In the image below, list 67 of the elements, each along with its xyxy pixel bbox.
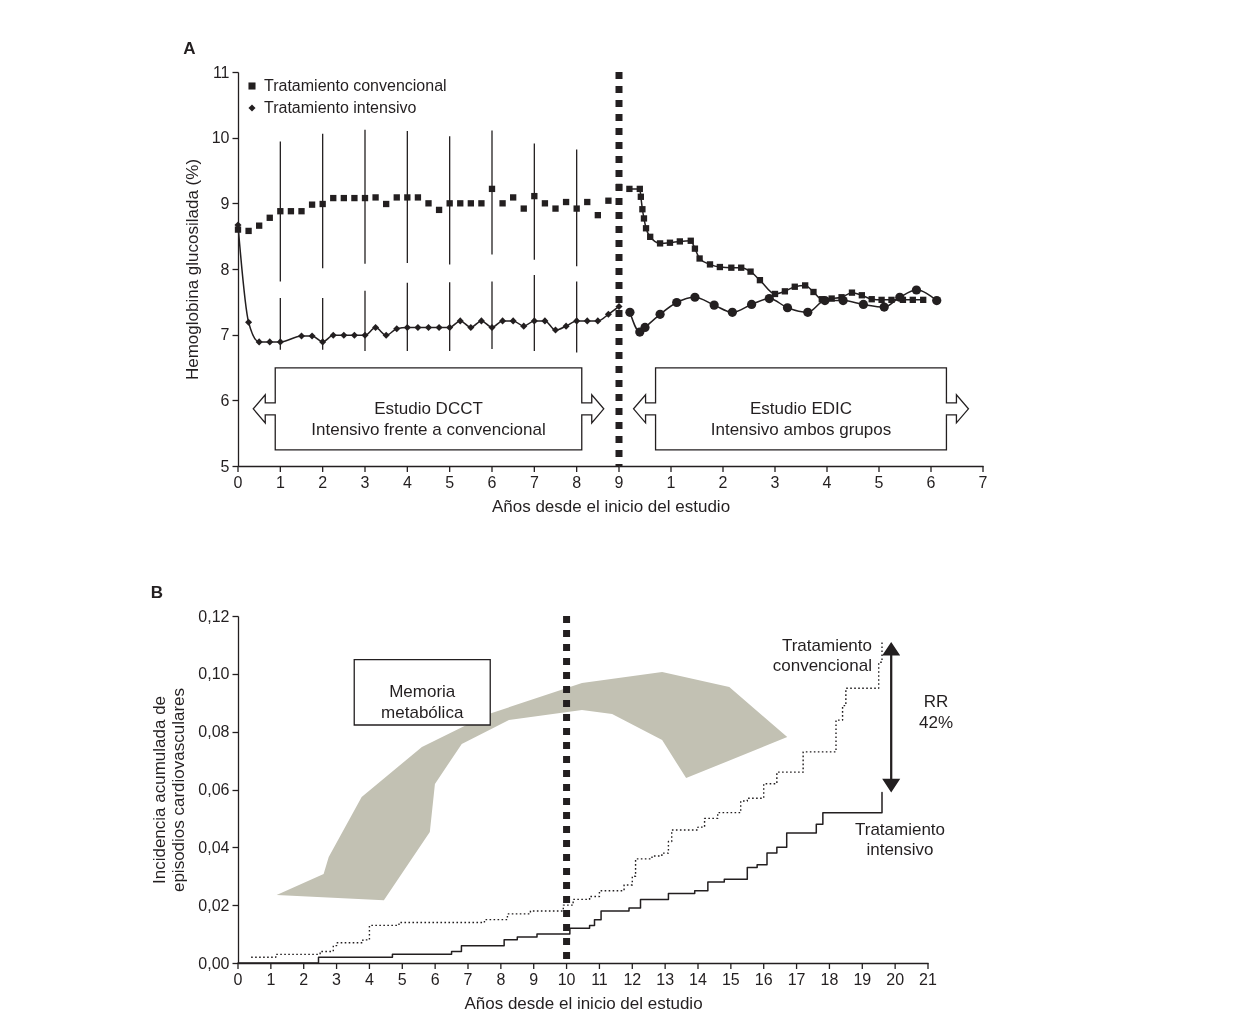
x-tick-label: 5	[874, 474, 884, 491]
x-tick-label: 13	[656, 971, 675, 988]
y-tick-label: 6	[220, 391, 230, 409]
x-axis-title: Años desde el inicio del estudio	[491, 496, 731, 516]
y-tick-label: 9	[220, 194, 230, 212]
annotation: Estudio DCCT Intensivo frente a convencional	[311, 398, 546, 439]
x-tick-label: 8	[572, 474, 582, 491]
y-tick-label: 0,04	[198, 838, 230, 856]
legend-label: Tratamiento intensivo	[264, 99, 417, 116]
x-tick-label: 6	[430, 971, 440, 988]
series-label: Tratamiento intensivo	[854, 820, 946, 860]
y-tick-label: 5	[220, 457, 230, 475]
y-tick-label: 10	[211, 129, 230, 147]
x-tick-label: 16	[754, 971, 773, 988]
y-tick-label: 0,10	[198, 665, 230, 683]
y-tick-label: 0,00	[198, 954, 230, 972]
x-tick-label: 2	[299, 971, 309, 988]
x-tick-label: 3	[332, 971, 342, 988]
x-tick-label: 10	[557, 971, 576, 988]
legend-label: Tratamiento convencional	[264, 77, 447, 94]
x-tick-label: 4	[822, 474, 832, 491]
x-tick-label: 0	[233, 474, 243, 491]
series-label: Tratamiento convencional	[772, 636, 872, 676]
x-tick-label: 19	[853, 971, 872, 988]
x-tick-label: 5	[445, 474, 455, 491]
x-tick-label: 12	[623, 971, 642, 988]
chart-title: A	[183, 39, 196, 58]
y-tick-label: 11	[212, 63, 230, 81]
y-tick-label: 0,02	[198, 896, 230, 914]
y-tick-label: 0,06	[198, 781, 230, 798]
x-tick-label: 7	[529, 474, 539, 491]
x-tick-label: 15	[721, 971, 740, 988]
x-tick-label: 4	[402, 474, 412, 491]
x-tick-label: 17	[787, 971, 806, 988]
annotation: Estudio EDIC Intensivo ambos grupos	[710, 398, 892, 439]
x-tick-label: 2	[718, 474, 728, 491]
x-tick-label: 8	[496, 971, 506, 988]
x-tick-label: 3	[360, 474, 370, 491]
y-tick-label: 7	[220, 326, 230, 344]
x-tick-label: 20	[886, 971, 905, 988]
y-tick-label: 0,08	[198, 723, 230, 741]
x-tick-label: 1	[275, 474, 285, 491]
x-tick-label: 7	[463, 971, 473, 988]
annotation: RR 42%	[918, 692, 954, 733]
x-tick-label: 4	[364, 971, 374, 988]
x-tick-label: 1	[666, 474, 676, 491]
y-tick-label: 8	[220, 260, 230, 278]
x-tick-label: 18	[820, 971, 839, 988]
x-tick-label: 7	[978, 474, 988, 491]
x-tick-label: 3	[770, 474, 780, 491]
chart-title: B	[150, 583, 164, 602]
x-tick-label: 6	[487, 474, 497, 491]
y-axis-title: Incidencia acumulada de episodios cardiovasculares	[150, 687, 189, 893]
x-tick-label: 9	[614, 474, 624, 491]
x-tick-label: 6	[926, 474, 936, 491]
x-tick-label: 1	[266, 971, 276, 988]
y-axis-title: Hemoglobina glucosilada (%)	[182, 158, 202, 381]
x-axis-title: Años desde el inicio del estudio	[464, 993, 703, 1013]
x-tick-label: 5	[397, 971, 407, 988]
annotation: Memoria metabólica	[381, 682, 464, 723]
y-tick-label: 0,12	[198, 607, 230, 625]
x-tick-label: 14	[689, 971, 707, 988]
x-tick-label: 2	[318, 474, 328, 491]
x-tick-label: 0	[233, 971, 243, 988]
x-tick-label: 21	[919, 971, 937, 988]
x-tick-label: 11	[591, 971, 608, 988]
x-tick-label: 9	[529, 971, 539, 988]
